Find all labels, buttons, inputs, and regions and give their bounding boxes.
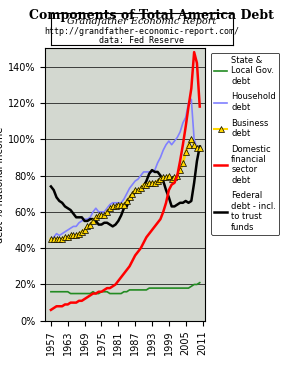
Y-axis label: debt % national income: debt % national income	[0, 126, 5, 243]
Text: Components of Total America Debt: Components of Total America Debt	[29, 9, 273, 22]
Text: http://grandfather-economic-report.com/: http://grandfather-economic-report.com/	[44, 27, 239, 36]
Text: Grandfather Economic Report: Grandfather Economic Report	[67, 18, 217, 26]
Text: data: Fed Reserve: data: Fed Reserve	[99, 37, 185, 46]
Legend: State &
Local Gov.
debt, Household
debt, Business
debt, Domestic
financial
secto: State & Local Gov. debt, Household debt,…	[211, 53, 279, 235]
